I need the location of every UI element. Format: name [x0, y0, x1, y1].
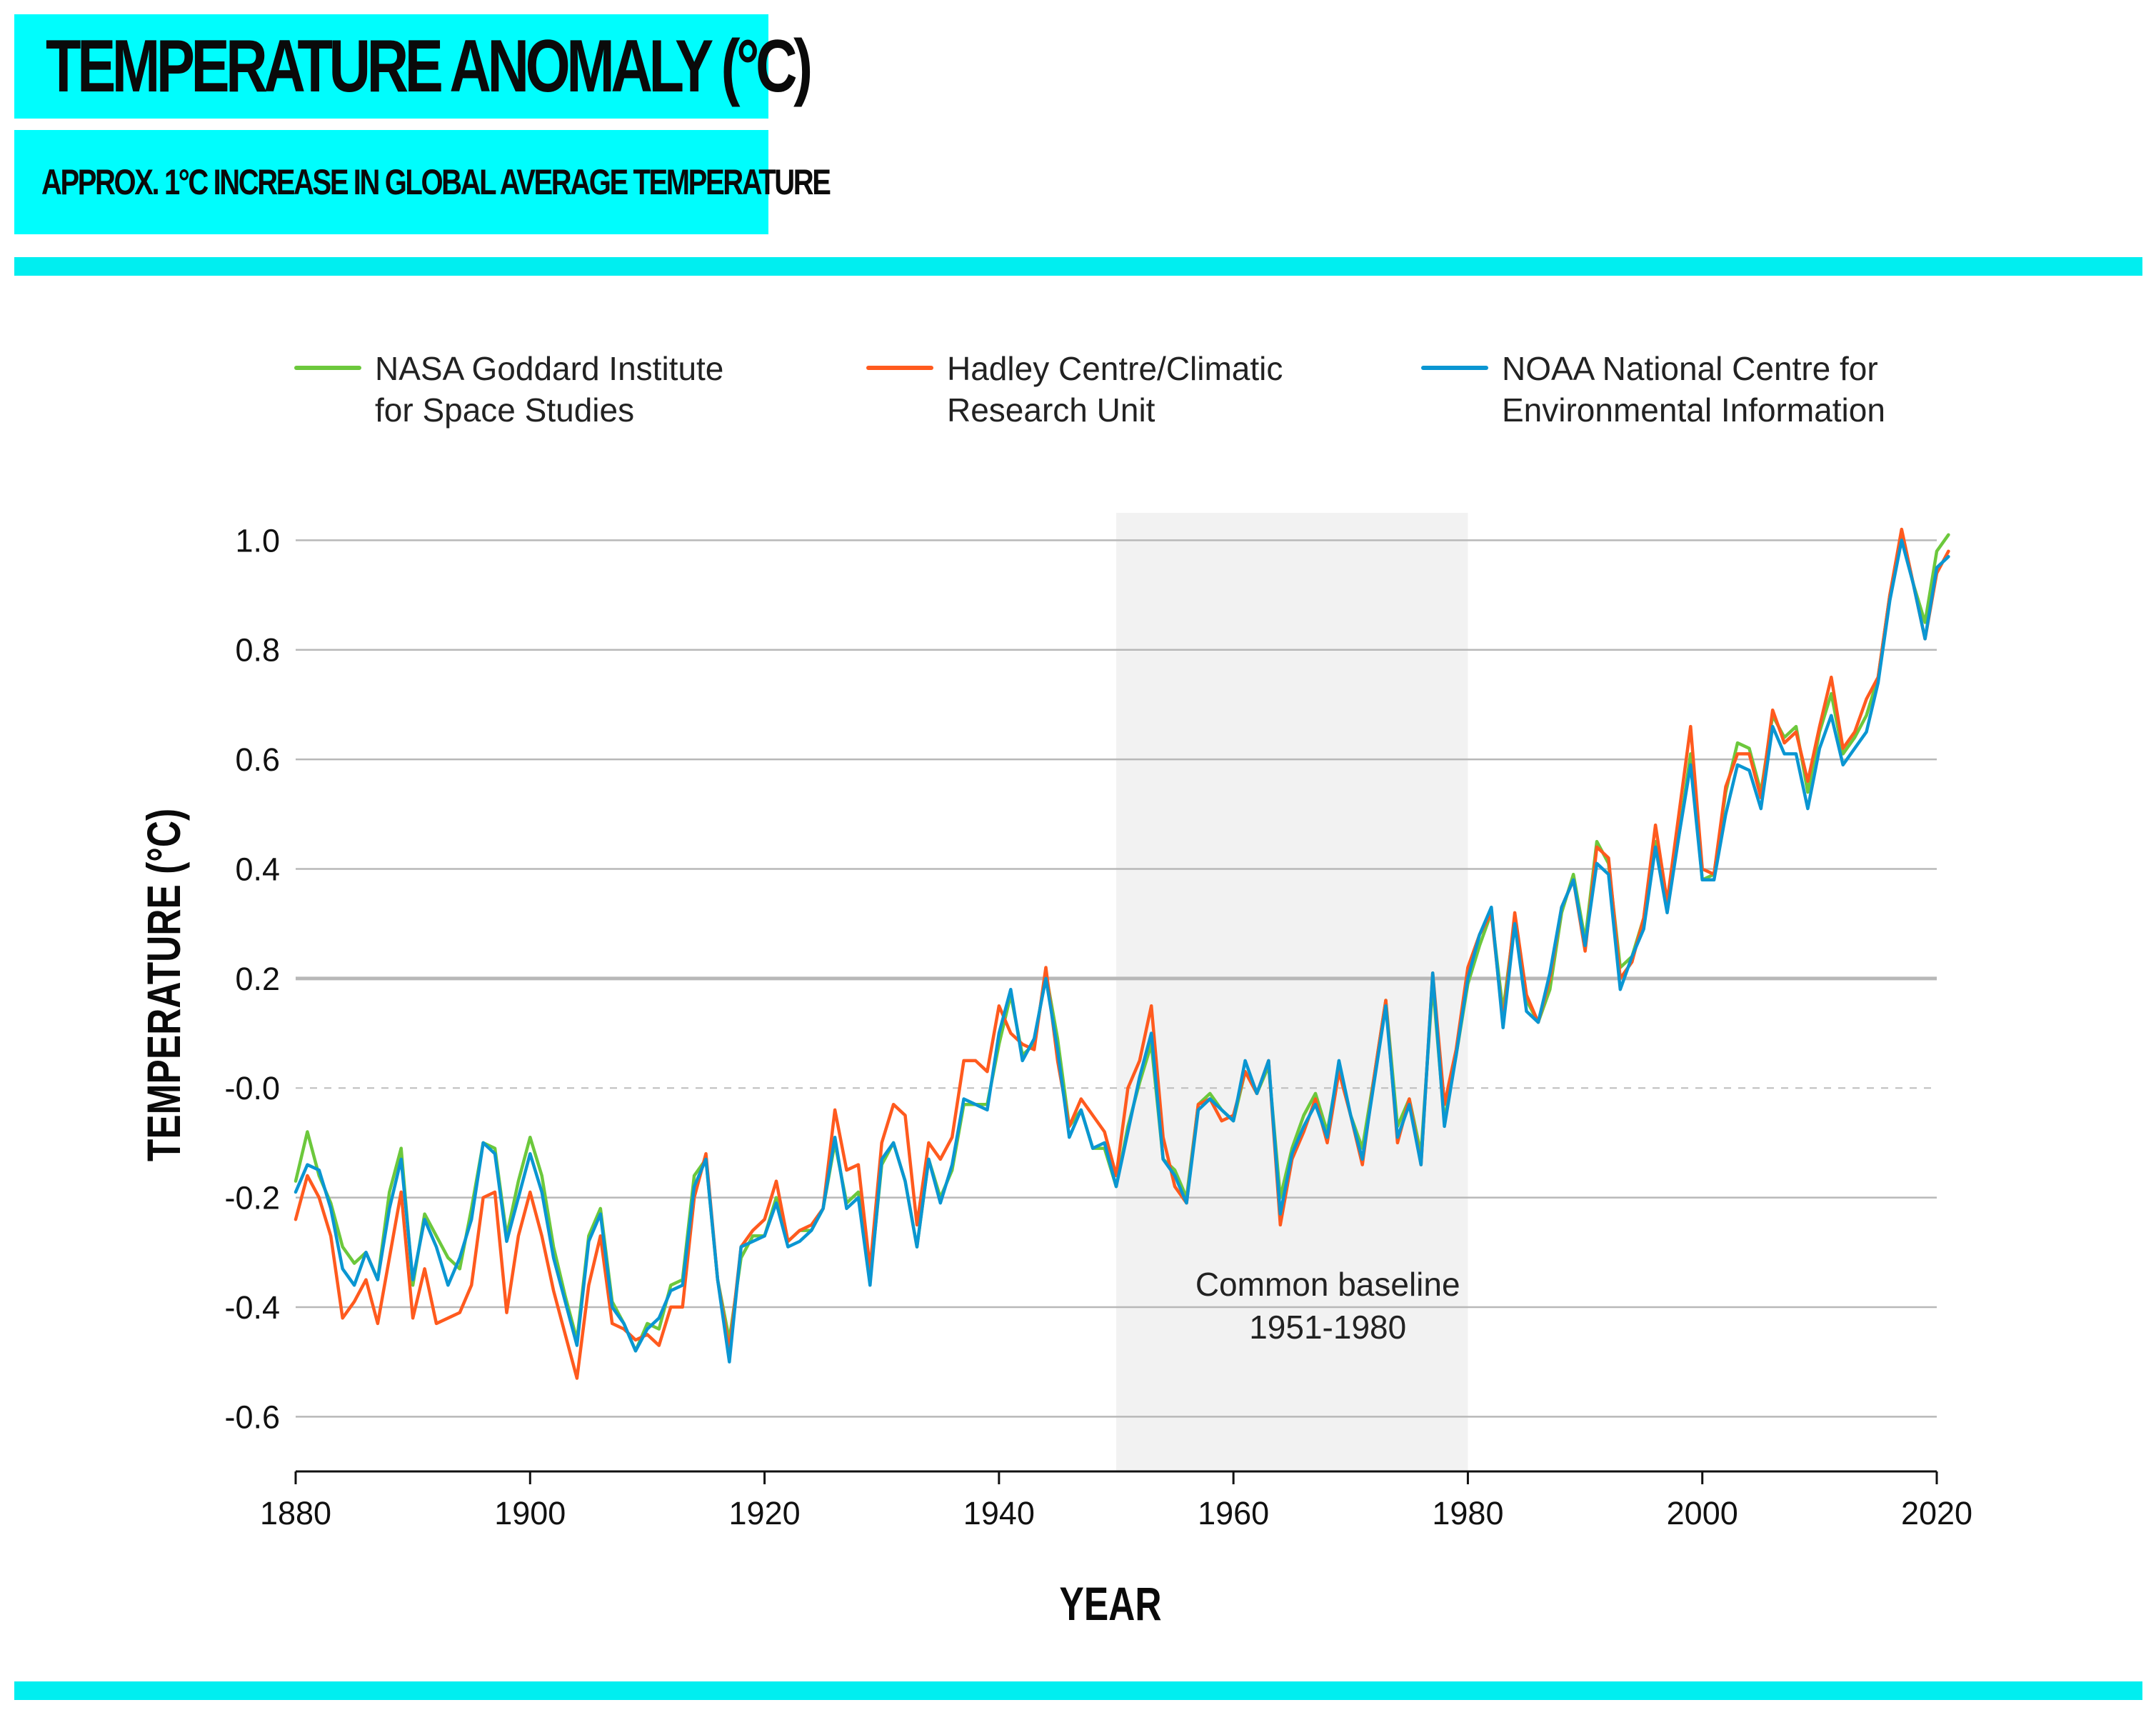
legend-label-hadley-line1: Hadley Centre/Climatic: [947, 350, 1283, 387]
legend-label-noaa-line2: Environmental Information: [1502, 391, 1885, 429]
y-tick-label: 1.0: [235, 522, 280, 559]
legend: NASA Goddard Institute for Space Studies…: [294, 350, 1885, 429]
baseline-label-line2: 1951-1980: [1249, 1309, 1406, 1346]
y-tick-label: 0.4: [235, 851, 280, 887]
y-tick-labels: 1.0 0.8 0.6 0.4 0.2 -0.0 -0.2 -0.4 -0.6: [224, 522, 280, 1435]
legend-label-nasa-line1: NASA Goddard Institute: [375, 350, 723, 387]
legend-label-noaa-line1: NOAA National Centre for: [1502, 350, 1878, 387]
series-line-hadley: [294, 527, 1950, 1380]
x-axis-title: YEAR: [1060, 1577, 1162, 1631]
y-tick-label: 0.8: [235, 632, 280, 669]
page-subtitle: APPROX. 1°C INCREASE IN GLOBAL AVERAGE T…: [41, 162, 831, 202]
x-tick-label: 1920: [729, 1495, 801, 1531]
x-tick-label: 1900: [494, 1495, 566, 1531]
y-tick-label: -0.6: [224, 1399, 280, 1435]
x-tick-label: 2000: [1667, 1495, 1738, 1531]
x-tick-label: 2020: [1901, 1495, 1972, 1531]
baseline-label-line1: Common baseline: [1195, 1266, 1460, 1303]
y-axis-title: TEMPERATURE (°C): [137, 809, 191, 1161]
baseline-band: [1116, 513, 1468, 1471]
page-title: TEMPERATURE ANOMALY (°C): [46, 24, 813, 108]
x-tick-label: 1880: [260, 1495, 331, 1531]
bottom-divider: [14, 1681, 2142, 1700]
series-lines: [294, 527, 1950, 1380]
grid-lines: [296, 539, 1937, 1418]
y-tick-label: 0.6: [235, 741, 280, 778]
legend-label-hadley-line2: Research Unit: [947, 391, 1155, 429]
x-tick-label: 1980: [1432, 1495, 1503, 1531]
x-tick-label: 1960: [1198, 1495, 1269, 1531]
subtitle-banner: APPROX. 1°C INCREASE IN GLOBAL AVERAGE T…: [14, 130, 831, 234]
top-divider: [14, 257, 2142, 276]
y-tick-label: -0.4: [224, 1289, 280, 1326]
legend-label-nasa-line2: for Space Studies: [375, 391, 634, 429]
y-tick-label: 0.2: [235, 961, 280, 997]
title-banner: TEMPERATURE ANOMALY (°C): [14, 14, 813, 119]
y-tick-label: -0.0: [224, 1070, 280, 1106]
x-tick-label: 1940: [963, 1495, 1035, 1531]
x-tick-labels: 1880 1900 1920 1940 1960 1980 2000 2020: [260, 1471, 1972, 1531]
series-line-noaa: [294, 539, 1950, 1364]
y-tick-label: -0.2: [224, 1180, 280, 1216]
